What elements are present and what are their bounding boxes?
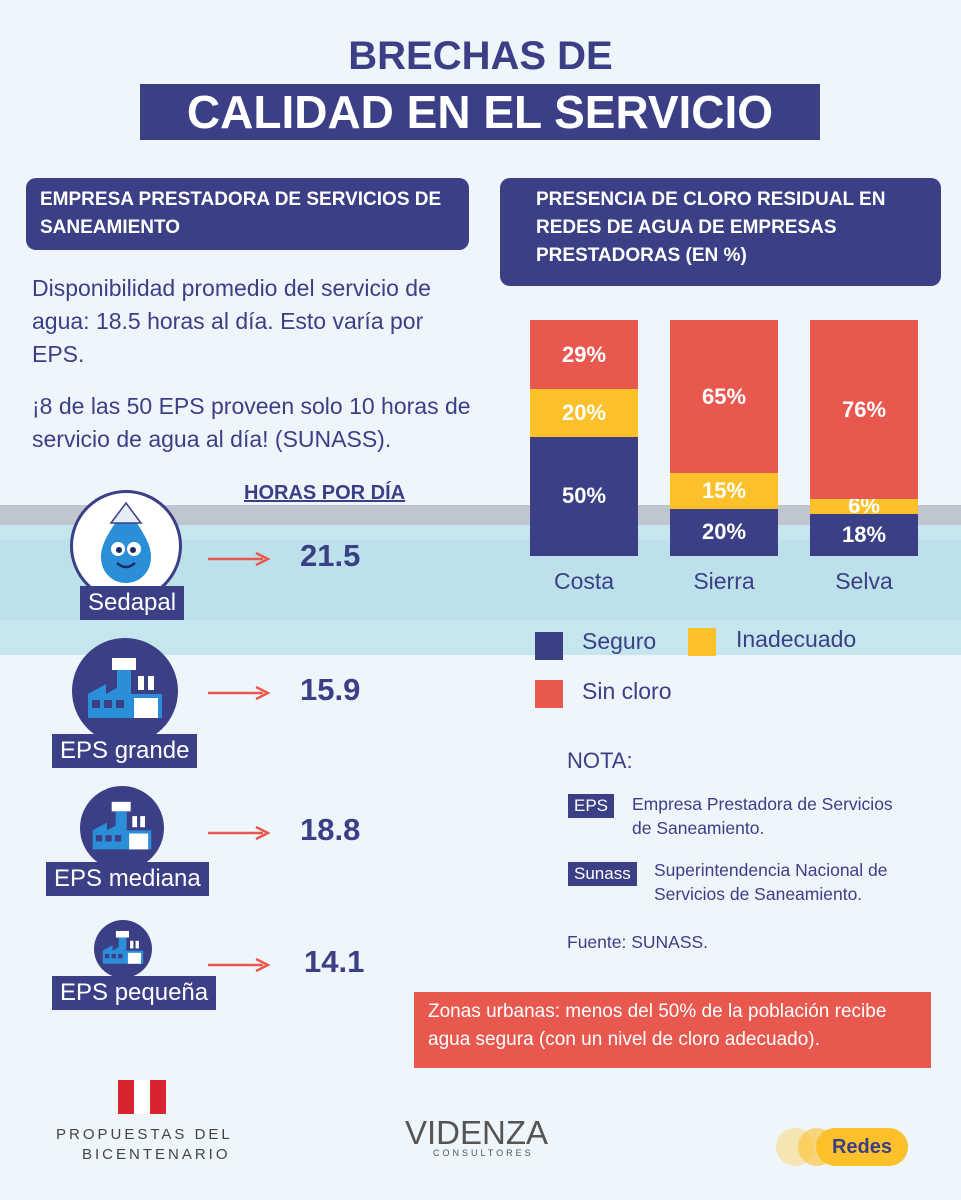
bar-data-label: 65% [701, 383, 747, 409]
hours-sedapal: 21.5 [300, 538, 361, 573]
factory-icon [94, 920, 152, 978]
note-heading: NOTA: [567, 748, 633, 773]
videnza-logo: VIDENZA [405, 1114, 549, 1151]
peru-flag-icon [118, 1080, 166, 1114]
bar-data-label: 50% [561, 483, 607, 509]
bar-segment-costa-seguro: 50% [530, 436, 638, 556]
bar-data-label: 20% [701, 519, 747, 545]
row-label-sedapal: Sedapal [80, 586, 185, 620]
propuestas-line1: PROPUESTAS DEL [56, 1126, 233, 1143]
category-label-selva: Selva [835, 568, 893, 594]
legend-swatch-seguro [535, 632, 563, 660]
arrow-right-icon [208, 826, 270, 840]
legend-swatch-inadecuado [688, 628, 716, 656]
legend-label-sin-cloro: Sin cloro [582, 678, 672, 704]
redes-badge: Redes [816, 1128, 908, 1166]
hours-header: HORAS POR DÍA [244, 482, 406, 504]
note-text-eps-line2: de Saneamiento. [632, 818, 765, 838]
row-label-eps-grande: EPS grande [52, 734, 198, 768]
factory-icon [80, 786, 164, 870]
legend-swatch-sin-cloro [535, 680, 563, 708]
title-line1: BRECHAS DE [348, 34, 613, 78]
note-text-eps-line1: Empresa Prestadora de Servicios [632, 794, 893, 814]
factory-icon [72, 638, 178, 744]
bar-data-label: 15% [701, 478, 747, 504]
propuestas-line2: BICENTENARIO [82, 1146, 231, 1163]
bar-segment-selva-inadecuado: 6% [810, 493, 918, 518]
hours-eps-mediana: 18.8 [300, 812, 361, 847]
note-tag-sunass: Sunass [568, 862, 637, 886]
bar-segment-selva-seguro: 18% [810, 513, 918, 556]
note-text-sunass-line1: Superintendencia Nacional de [654, 860, 888, 880]
bar-segment-selva-sin-cloro: 76% [810, 320, 918, 500]
arrow-right-icon [208, 686, 270, 700]
note-tag-eps: EPS [568, 794, 615, 818]
category-label-sierra: Sierra [693, 568, 755, 594]
note-text-eps: Empresa Prestadora de Servicios de Sanea… [632, 792, 893, 840]
eps-warning-text: ¡8 de las 50 EPS proveen solo 10 horas d… [32, 393, 471, 452]
note-text-sunass-line2: Servicios de Saneamiento. [654, 884, 863, 904]
bar-segment-costa-sin-cloro: 29% [530, 320, 638, 390]
note-source: Fuente: SUNASS. [567, 932, 709, 952]
chlorine-stacked-bar-chart: 50% 20% 29% Costa 20% 15% 65% Sierra 18% 6% 76% Sel… [500, 300, 941, 620]
title-line2: CALIDAD EN EL SERVICIO [140, 84, 820, 140]
bar-data-label: 29% [561, 341, 607, 367]
bar-data-label: 18% [841, 521, 887, 547]
row-label-eps-pequena: EPS pequeña [52, 976, 217, 1010]
bar-segment-sierra-sin-cloro: 65% [670, 320, 778, 474]
bar-segment-sierra-inadecuado: 15% [670, 473, 778, 509]
arrow-right-icon [208, 552, 270, 566]
legend-label-seguro: Seguro [582, 628, 657, 654]
category-label-costa: Costa [553, 568, 615, 594]
bar-data-label: 20% [561, 399, 607, 425]
availability-text: Disponibilidad promedio del servicio de … [32, 275, 431, 367]
videnza-subtitle: CONSULTORES [433, 1148, 534, 1158]
bar-data-label: 76% [841, 396, 887, 422]
hours-eps-grande: 15.9 [300, 672, 361, 707]
hours-eps-pequena: 14.1 [304, 944, 365, 979]
bar-segment-costa-inadecuado: 20% [530, 389, 638, 437]
left-box-title: EMPRESA PRESTADORA DE SERVICIOS DE SANEA… [26, 178, 469, 250]
note-text-sunass: Superintendencia Nacional de Servicios d… [654, 858, 888, 906]
row-label-eps-mediana: EPS mediana [46, 862, 209, 896]
urban-callout: Zonas urbanas: menos del 50% de la pobla… [414, 992, 931, 1068]
arrow-right-icon [208, 958, 270, 972]
bar-segment-sierra-seguro: 20% [670, 508, 778, 556]
legend-label-inadecuado: Inadecuado [736, 626, 857, 652]
chart-title: PRESENCIA DE CLORO RESIDUAL EN REDES DE … [500, 178, 941, 286]
